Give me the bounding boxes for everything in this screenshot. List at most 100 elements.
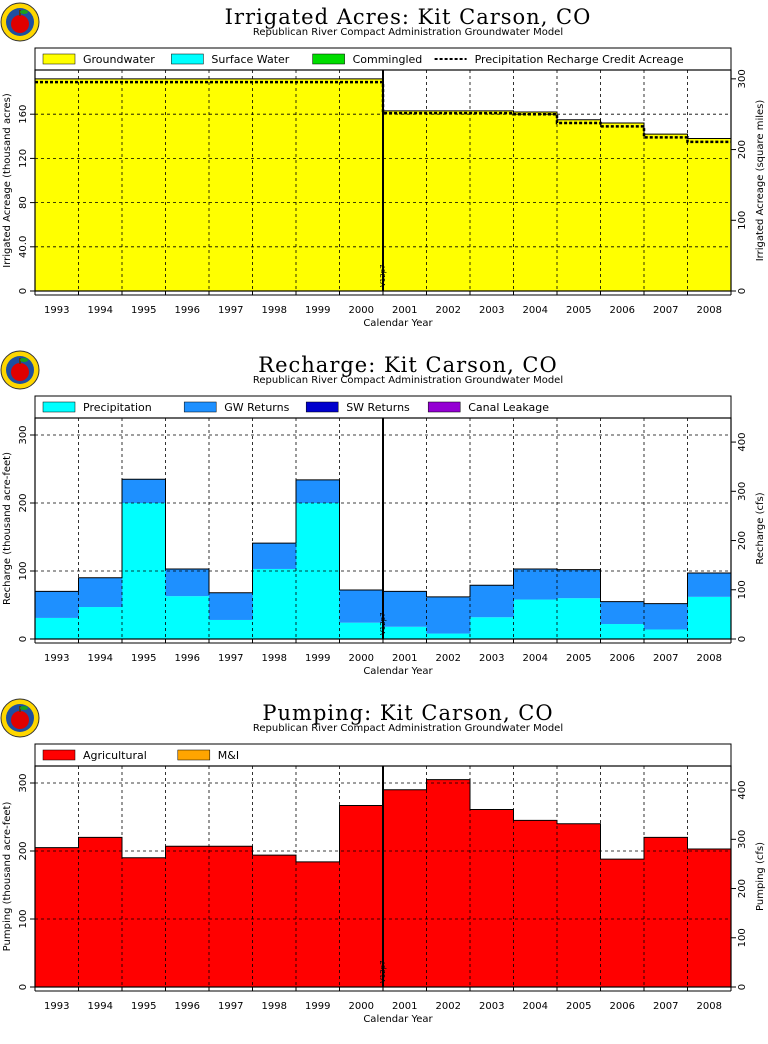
area-segment: [35, 617, 79, 639]
area-segment: [165, 568, 210, 597]
x-tick-label: 1998: [262, 1001, 287, 1012]
area-segment: [426, 633, 471, 639]
area-segment: [644, 134, 688, 291]
x-tick-label: 1997: [218, 1001, 243, 1012]
y2-tick-label: 0: [737, 636, 748, 642]
y2-axis-title: Irrigated Acreage (square miles): [755, 100, 766, 262]
y2-tick-label: 300: [737, 69, 748, 88]
apple-icon: [11, 15, 29, 33]
area-segment: [296, 861, 340, 987]
x-axis-title: Calendar Year: [363, 666, 433, 677]
apple-logo: [0, 350, 40, 390]
y2-tick-label: 100: [737, 580, 748, 599]
x-axis-title: Calendar Year: [363, 1014, 433, 1025]
area-segment: [513, 111, 558, 292]
x-tick-label: 2005: [566, 1001, 591, 1012]
y-tick-label: 100: [18, 561, 29, 580]
area-segment: [426, 779, 471, 987]
y-tick-label: 300: [18, 425, 29, 444]
area-segment: [513, 820, 558, 987]
area-segment: [209, 592, 253, 620]
model-version-label: V12p7: [379, 264, 387, 287]
x-tick-label: 1998: [262, 653, 287, 664]
x-tick-label: 2005: [566, 653, 591, 664]
x-tick-label: 1993: [44, 305, 69, 316]
x-tick-label: 2002: [436, 305, 461, 316]
x-tick-label: 1995: [131, 653, 156, 664]
x-tick-label: 2001: [392, 1001, 417, 1012]
area-segment: [339, 78, 384, 291]
y-tick-label: 80: [18, 196, 29, 209]
y2-tick-label: 300: [737, 830, 748, 849]
x-axis-title: Calendar Year: [363, 318, 433, 329]
y2-tick-label: 200: [737, 879, 748, 898]
legend-label-3: Canal Leakage: [468, 401, 549, 414]
area-segment: [470, 110, 514, 291]
y2-tick-label: 300: [737, 482, 748, 501]
irrigated-acres-chart: Irrigated Acres: Kit Carson, CORepublica…: [0, 2, 766, 329]
area-segment: [687, 138, 732, 291]
x-tick-label: 2008: [697, 1001, 722, 1012]
y-axis-title: Irrigated Acreage (thousand acres): [2, 93, 13, 268]
x-tick-label: 2000: [349, 1001, 374, 1012]
area-segment: [296, 78, 340, 291]
chart-title: Recharge: Kit Carson, CO: [258, 353, 557, 377]
x-tick-label: 2008: [697, 653, 722, 664]
area-segment: [687, 848, 732, 987]
x-tick-label: 2004: [523, 305, 548, 316]
x-tick-label: 1999: [305, 1001, 330, 1012]
x-tick-label: 1999: [305, 653, 330, 664]
area-segment: [426, 110, 471, 291]
apple-logo: [0, 2, 40, 42]
legend-swatch-2: [312, 53, 345, 65]
x-tick-label: 2007: [653, 653, 678, 664]
chart-title: Pumping: Kit Carson, CO: [262, 701, 553, 725]
irrigated-acres-panel: Irrigated Acres: Kit Carson, CO Republica…: [0, 0, 768, 348]
legend-swatch-2: [305, 401, 339, 413]
x-tick-label: 1996: [175, 1001, 200, 1012]
area-segment: [339, 622, 384, 639]
legend-swatch-0: [42, 53, 76, 65]
y2-tick-label: 400: [737, 781, 748, 800]
area-segment: [209, 846, 253, 987]
area-segment: [470, 585, 514, 618]
x-tick-label: 1999: [305, 305, 330, 316]
y-tick-label: 200: [18, 841, 29, 860]
x-tick-label: 2001: [392, 653, 417, 664]
x-tick-label: 1996: [175, 653, 200, 664]
x-tick-label: 2008: [697, 305, 722, 316]
area-segment: [78, 577, 123, 608]
y2-tick-label: 0: [737, 288, 748, 294]
x-tick-label: 1994: [88, 653, 113, 664]
x-tick-label: 1996: [175, 305, 200, 316]
y2-axis-title: Pumping (cfs): [755, 842, 766, 911]
x-tick-label: 2001: [392, 305, 417, 316]
apple-stem: [19, 358, 21, 364]
legend-label-2: SW Returns: [346, 401, 410, 414]
apple-stem: [19, 10, 21, 16]
area-segment: [644, 603, 688, 630]
legend-swatch-0: [42, 401, 76, 413]
y2-tick-label: 0: [737, 984, 748, 990]
apple-icon: [11, 363, 29, 381]
x-tick-label: 2003: [479, 305, 504, 316]
x-tick-label: 1995: [131, 305, 156, 316]
x-tick-label: 2003: [479, 653, 504, 664]
x-tick-label: 1994: [88, 1001, 113, 1012]
area-segment: [383, 110, 427, 291]
chart-title: Irrigated Acres: Kit Carson, CO: [225, 5, 592, 29]
x-tick-label: 2006: [610, 1001, 635, 1012]
area-segment: [78, 837, 123, 987]
apple-leaf: [20, 10, 28, 14]
legend-swatch-1: [183, 401, 217, 413]
area-segment: [426, 596, 471, 634]
y2-tick-label: 100: [737, 211, 748, 230]
x-tick-label: 2002: [436, 653, 461, 664]
model-version-label: V12p7: [379, 612, 387, 635]
chart-subtitle: Republican River Compact Administration …: [253, 27, 563, 38]
area-segment: [122, 857, 166, 987]
x-tick-label: 2003: [479, 1001, 504, 1012]
area-segment: [470, 617, 514, 639]
